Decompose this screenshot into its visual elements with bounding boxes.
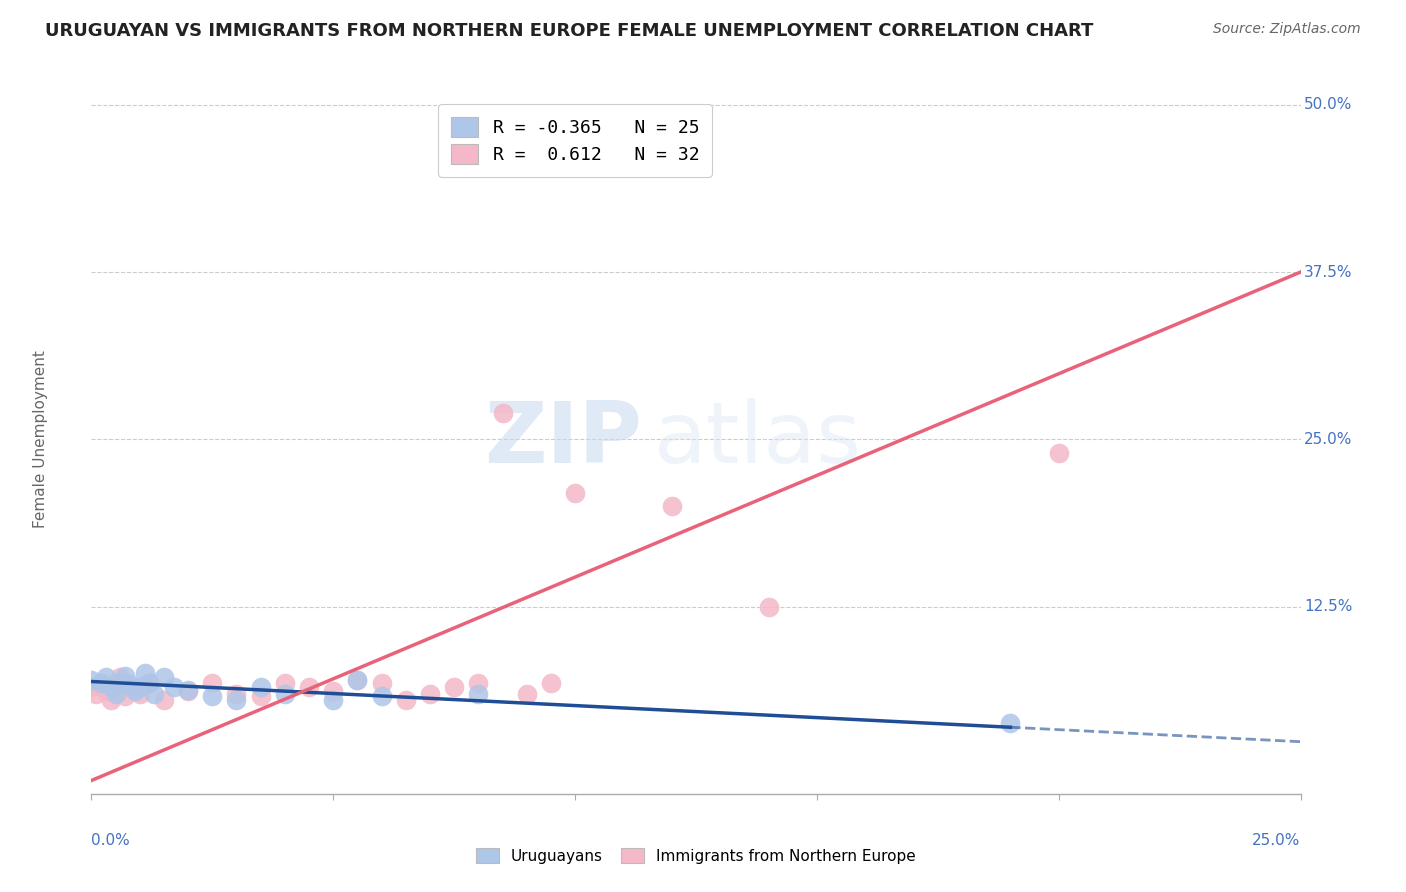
Point (128, 680, 150, 694)
Point (80, 680, 103, 694)
Point (84, 687, 107, 701)
Point (249, 680, 271, 694)
Point (370, 689, 392, 703)
Point (467, 676, 489, 690)
Point (110, 671, 132, 685)
Point (177, 684, 200, 698)
Text: ZIP: ZIP (484, 398, 641, 481)
Text: atlas: atlas (654, 398, 862, 481)
Point (120, 677, 142, 691)
Point (346, 673, 368, 688)
Point (491, 406, 513, 420)
Point (322, 693, 344, 707)
Point (564, 485, 586, 500)
Point (114, 669, 136, 683)
Point (346, 673, 368, 688)
Point (225, 693, 247, 707)
Point (274, 676, 297, 690)
Point (94, 671, 117, 685)
Point (100, 680, 122, 694)
Text: 37.5%: 37.5% (1305, 265, 1353, 279)
Point (110, 676, 132, 690)
Point (143, 687, 166, 701)
Point (90, 676, 112, 690)
Point (661, 500, 683, 514)
Point (443, 680, 465, 694)
Text: Source: ZipAtlas.com: Source: ZipAtlas.com (1213, 22, 1361, 37)
Text: 0.0%: 0.0% (91, 833, 131, 848)
Point (100, 693, 122, 707)
Point (758, 599, 780, 614)
Point (162, 680, 184, 694)
Text: 12.5%: 12.5% (1305, 599, 1353, 614)
Point (80, 673, 103, 688)
Point (94, 684, 117, 698)
Point (134, 666, 156, 681)
Point (274, 687, 297, 701)
Point (225, 687, 247, 701)
Point (370, 676, 392, 690)
Point (298, 680, 321, 694)
Point (177, 682, 200, 697)
Point (1000, 715, 1022, 730)
Text: URUGUAYAN VS IMMIGRANTS FROM NORTHERN EUROPE FEMALE UNEMPLOYMENT CORRELATION CHA: URUGUAYAN VS IMMIGRANTS FROM NORTHERN EU… (45, 22, 1094, 40)
Point (249, 689, 271, 703)
Point (395, 693, 418, 707)
Point (516, 687, 538, 701)
Point (419, 687, 441, 701)
Point (90, 676, 112, 690)
Point (138, 676, 160, 690)
Text: 25.0%: 25.0% (1253, 833, 1301, 848)
Point (153, 693, 176, 707)
Point (467, 687, 489, 701)
Point (322, 684, 344, 698)
Point (120, 680, 142, 694)
Text: Female Unemployment: Female Unemployment (34, 351, 48, 528)
Point (138, 676, 160, 690)
Point (201, 676, 224, 690)
Text: 50.0%: 50.0% (1305, 97, 1353, 112)
Point (153, 671, 176, 685)
Text: 25.0%: 25.0% (1305, 432, 1353, 447)
Point (104, 687, 127, 701)
Point (128, 687, 150, 701)
Legend: Uruguayans, Immigrants from Northern Europe: Uruguayans, Immigrants from Northern Eur… (468, 840, 924, 871)
Point (540, 676, 562, 690)
Point (114, 689, 136, 703)
Point (201, 689, 224, 703)
Point (124, 684, 146, 698)
Point (104, 676, 127, 690)
Point (1047, 446, 1070, 460)
